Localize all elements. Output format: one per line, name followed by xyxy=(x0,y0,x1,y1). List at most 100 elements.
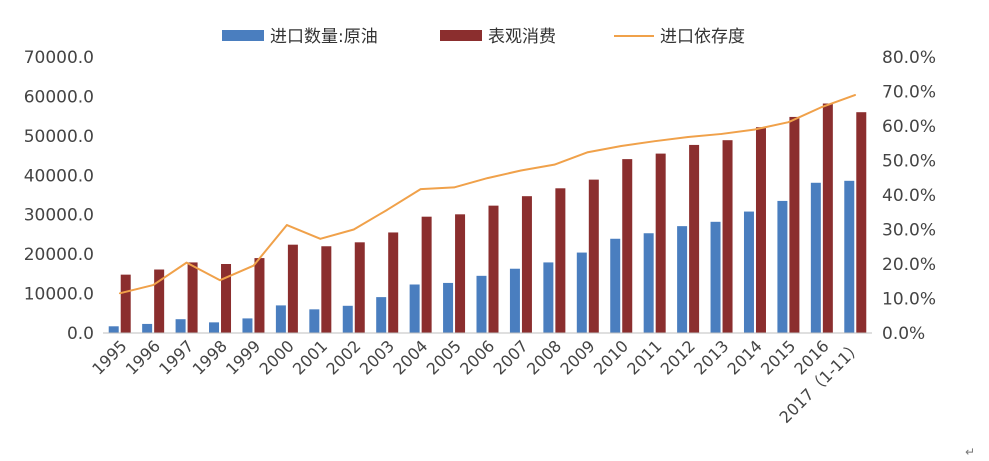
bar-import-crude xyxy=(142,323,153,333)
line-point-import-dependency xyxy=(653,140,656,142)
y-right-tick-label: 40.0% xyxy=(882,186,936,206)
bar-apparent-consumption xyxy=(622,159,633,333)
line-point-import-dependency xyxy=(787,121,790,124)
line-point-import-dependency xyxy=(219,279,221,282)
y-left-tick-label: 0.0 xyxy=(67,324,94,344)
y-right-tick-label: 50.0% xyxy=(882,152,936,172)
x-tick-label: 1997 xyxy=(155,336,197,378)
bar-apparent-consumption xyxy=(722,140,733,333)
x-tick-label: 2001 xyxy=(289,336,331,378)
line-point-import-dependency xyxy=(754,128,756,131)
line-point-import-dependency xyxy=(286,224,288,226)
line-point-import-dependency xyxy=(419,188,422,190)
paragraph-mark: ↵ xyxy=(965,445,975,459)
bar-import-crude xyxy=(743,211,754,333)
bar-import-crude xyxy=(610,238,621,333)
bar-import-crude xyxy=(643,233,654,333)
x-tick-label: 1998 xyxy=(189,336,231,378)
bar-apparent-consumption xyxy=(822,103,833,333)
legend-swatch-apparent-consumption xyxy=(440,30,482,41)
x-tick-label: 2009 xyxy=(556,336,598,378)
bar-apparent-consumption xyxy=(321,246,332,333)
bar-apparent-consumption xyxy=(120,274,131,333)
bar-apparent-consumption xyxy=(254,258,265,333)
x-tick-label: 2015 xyxy=(757,336,799,378)
bar-apparent-consumption xyxy=(221,264,232,333)
bar-import-crude xyxy=(810,182,821,333)
bar-import-crude xyxy=(576,252,587,333)
line-point-import-dependency xyxy=(553,163,556,166)
y-right-tick-label: 80.0% xyxy=(882,48,936,68)
line-point-import-dependency xyxy=(386,209,388,211)
bar-apparent-consumption xyxy=(488,205,499,333)
line-point-import-dependency xyxy=(620,145,623,147)
x-tick-label: 2004 xyxy=(389,336,431,378)
bar-apparent-consumption xyxy=(455,214,466,333)
x-tick-label: 1995 xyxy=(88,336,130,378)
bar-import-crude xyxy=(710,221,721,333)
y-right-tick-label: 60.0% xyxy=(882,117,936,137)
y-right-tick-label: 30.0% xyxy=(882,221,936,241)
line-point-import-dependency xyxy=(687,136,689,138)
bar-import-crude xyxy=(509,268,520,333)
y-left-tick-label: 20000.0 xyxy=(24,245,94,265)
x-tick-label: 2011 xyxy=(623,336,665,378)
bar-import-crude xyxy=(209,322,220,333)
bar-apparent-consumption xyxy=(856,112,867,333)
bar-apparent-consumption xyxy=(588,179,599,333)
x-tick-label: 2000 xyxy=(255,336,297,378)
y-left-tick-label: 10000.0 xyxy=(24,285,94,305)
legend-label-import-crude: 进口数量:原油 xyxy=(270,27,378,47)
y-right-tick-label: 70.0% xyxy=(882,83,936,103)
x-tick-label: 2003 xyxy=(356,336,398,378)
line-point-import-dependency xyxy=(520,169,522,172)
bar-import-crude xyxy=(342,305,353,333)
line-point-import-dependency xyxy=(854,94,857,96)
x-tick-label: 2006 xyxy=(456,336,498,378)
x-tick-label: 2008 xyxy=(523,336,565,378)
legend-label-apparent-consumption: 表观消费 xyxy=(488,27,556,47)
bar-apparent-consumption xyxy=(555,188,566,333)
legend-swatch-import-crude xyxy=(222,30,264,41)
bar-import-crude xyxy=(409,284,420,333)
bar-import-crude xyxy=(175,319,186,333)
bar-apparent-consumption xyxy=(521,196,532,333)
bar-import-crude xyxy=(777,200,788,333)
line-point-import-dependency xyxy=(352,228,355,231)
x-tick-label: 2012 xyxy=(657,336,699,378)
y-right-tick-label: 20.0% xyxy=(882,255,936,275)
y-left-tick-label: 50000.0 xyxy=(24,127,94,147)
bar-apparent-consumption xyxy=(421,216,432,333)
bar-apparent-consumption xyxy=(755,127,766,333)
x-tick-label: 2013 xyxy=(690,336,732,378)
x-tick-label: 1999 xyxy=(222,336,264,378)
x-tick-label: 2010 xyxy=(590,336,632,378)
line-point-import-dependency xyxy=(720,133,723,135)
bar-import-crude xyxy=(443,282,454,333)
line-point-import-dependency xyxy=(821,106,823,108)
bar-import-crude xyxy=(844,180,855,333)
x-tick-label: 1996 xyxy=(122,336,164,378)
bar-apparent-consumption xyxy=(187,262,198,333)
bar-apparent-consumption xyxy=(388,232,399,333)
line-point-import-dependency xyxy=(319,238,322,240)
legend-label-import-dependency: 进口依存度 xyxy=(660,27,745,47)
line-point-import-dependency xyxy=(587,151,589,154)
bar-import-crude xyxy=(543,262,554,333)
x-tick-label: 2005 xyxy=(423,336,465,378)
bar-import-crude xyxy=(275,305,286,333)
x-tick-label: 2007 xyxy=(490,336,532,378)
y-right-tick-label: 10.0% xyxy=(882,290,936,310)
bar-apparent-consumption xyxy=(354,242,365,333)
y-right-tick-label: 0.0% xyxy=(882,324,925,344)
line-point-import-dependency xyxy=(486,177,489,179)
line-point-import-dependency xyxy=(152,284,154,286)
bar-apparent-consumption xyxy=(655,153,666,333)
line-point-import-dependency xyxy=(118,292,121,295)
bar-apparent-consumption xyxy=(689,144,700,333)
y-left-tick-label: 60000.0 xyxy=(24,87,94,107)
x-tick-label: 2014 xyxy=(724,336,766,378)
bar-import-crude xyxy=(677,226,688,333)
bar-apparent-consumption xyxy=(287,244,298,333)
bar-apparent-consumption xyxy=(789,116,800,333)
